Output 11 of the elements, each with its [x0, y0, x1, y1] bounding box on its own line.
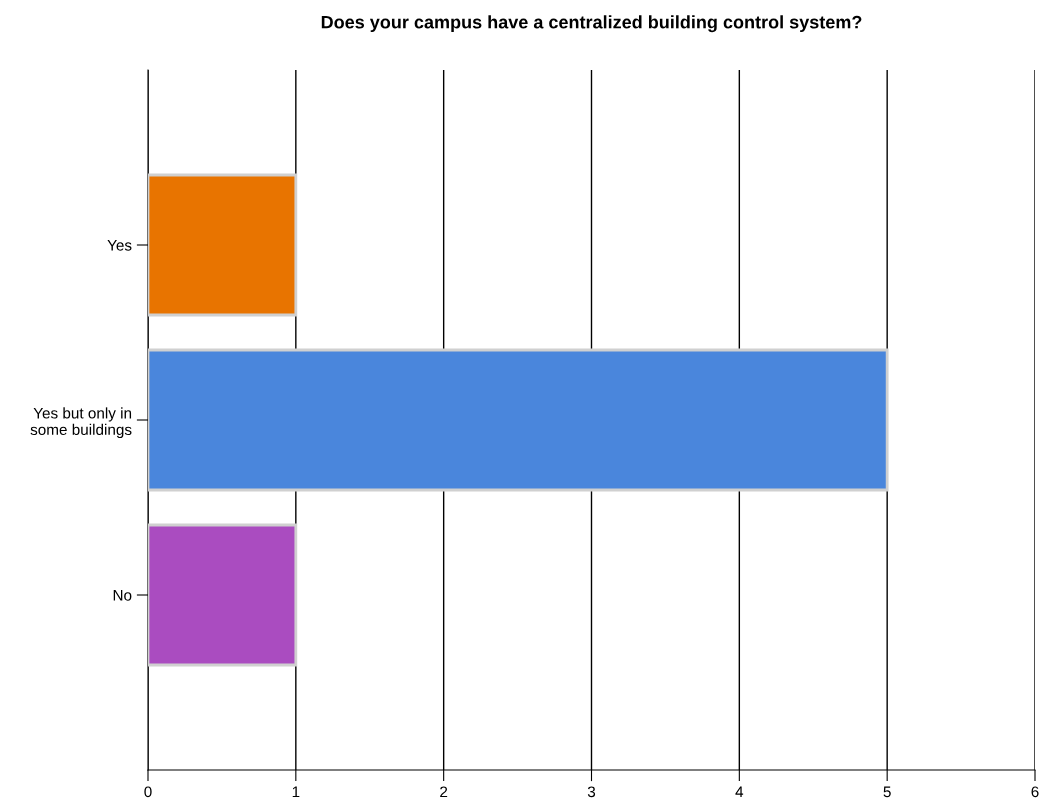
chart-title: Does your campus have a centralized building control system? — [321, 15, 862, 33]
y-tick-label: Yes but only in some buildings — [30, 407, 132, 439]
x-tick-label: 6 — [1031, 786, 1039, 798]
x-tick-label: 5 — [883, 786, 891, 798]
y-tick-label: Yes — [107, 240, 132, 251]
y-tick-label: No — [113, 590, 132, 601]
x-tick-label: 3 — [587, 786, 596, 798]
x-tick-label: 4 — [735, 786, 744, 798]
x-tick-label: 1 — [292, 786, 300, 798]
x-tick-label: 0 — [144, 786, 152, 798]
x-tick-label: 2 — [440, 786, 448, 798]
